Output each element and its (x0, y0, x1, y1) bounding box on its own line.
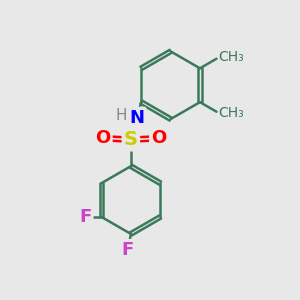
Text: O: O (95, 129, 110, 147)
Text: F: F (79, 208, 92, 226)
Text: CH₃: CH₃ (218, 106, 244, 120)
Text: S: S (124, 130, 138, 149)
Text: H: H (116, 108, 127, 123)
Text: N: N (129, 109, 144, 127)
Text: CH₃: CH₃ (218, 50, 244, 64)
Text: F: F (122, 241, 134, 259)
Text: O: O (151, 129, 166, 147)
